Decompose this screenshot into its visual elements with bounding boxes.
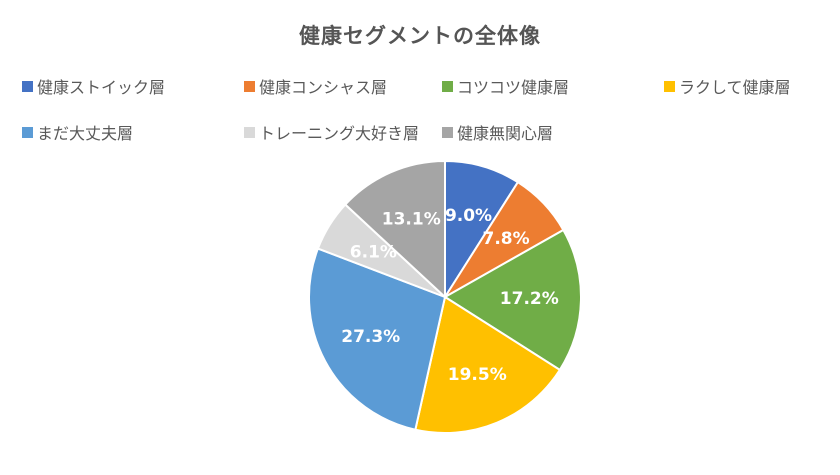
legend-item: トレーニング大好き層 (244, 120, 419, 144)
chart-legend: 健康ストイック層 健康コンシャス層 コツコツ健康層 ラクして健康層 まだ大丈夫層… (22, 74, 832, 144)
legend-label: ラクして健康層 (679, 78, 791, 97)
pie-slice (443, 228, 582, 372)
legend-swatch (22, 126, 33, 138)
legend-swatch (22, 80, 33, 92)
data-label: 6.1% (350, 242, 397, 262)
legend-item: 健康コンシャス層 (244, 74, 387, 98)
legend-label: 健康ストイック層 (37, 78, 166, 97)
legend-swatch (442, 80, 453, 92)
data-label: 27.3% (341, 327, 400, 347)
legend-item: 健康無関心層 (442, 120, 553, 144)
legend-label: 健康無関心層 (457, 124, 554, 143)
pie-slice (343, 159, 446, 300)
legend-swatch (664, 80, 675, 92)
legend-item: 健康ストイック層 (22, 74, 165, 98)
data-label: 9.0% (445, 206, 492, 226)
legend-item: まだ大丈夫層 (22, 120, 133, 144)
legend-label: 健康コンシャス層 (259, 78, 388, 97)
legend-swatch (244, 80, 255, 92)
legend-item: コツコツ健康層 (442, 74, 569, 98)
chart-title: 健康セグメントの全体像 (299, 24, 541, 48)
data-label: 7.8% (483, 229, 530, 249)
data-label: 19.5% (448, 365, 507, 385)
data-label: 13.1% (382, 210, 441, 230)
legend-label: コツコツ健康層 (457, 78, 570, 97)
pie-slice (308, 247, 447, 431)
data-label: 17.2% (500, 289, 559, 309)
pie-slice (414, 295, 562, 434)
legend-item: ラクして健康層 (664, 74, 791, 98)
legend-label: トレーニング大好き層 (259, 124, 420, 143)
legend-swatch (442, 126, 453, 138)
legend-swatch (244, 126, 255, 138)
legend-label: まだ大丈夫層 (37, 124, 134, 143)
